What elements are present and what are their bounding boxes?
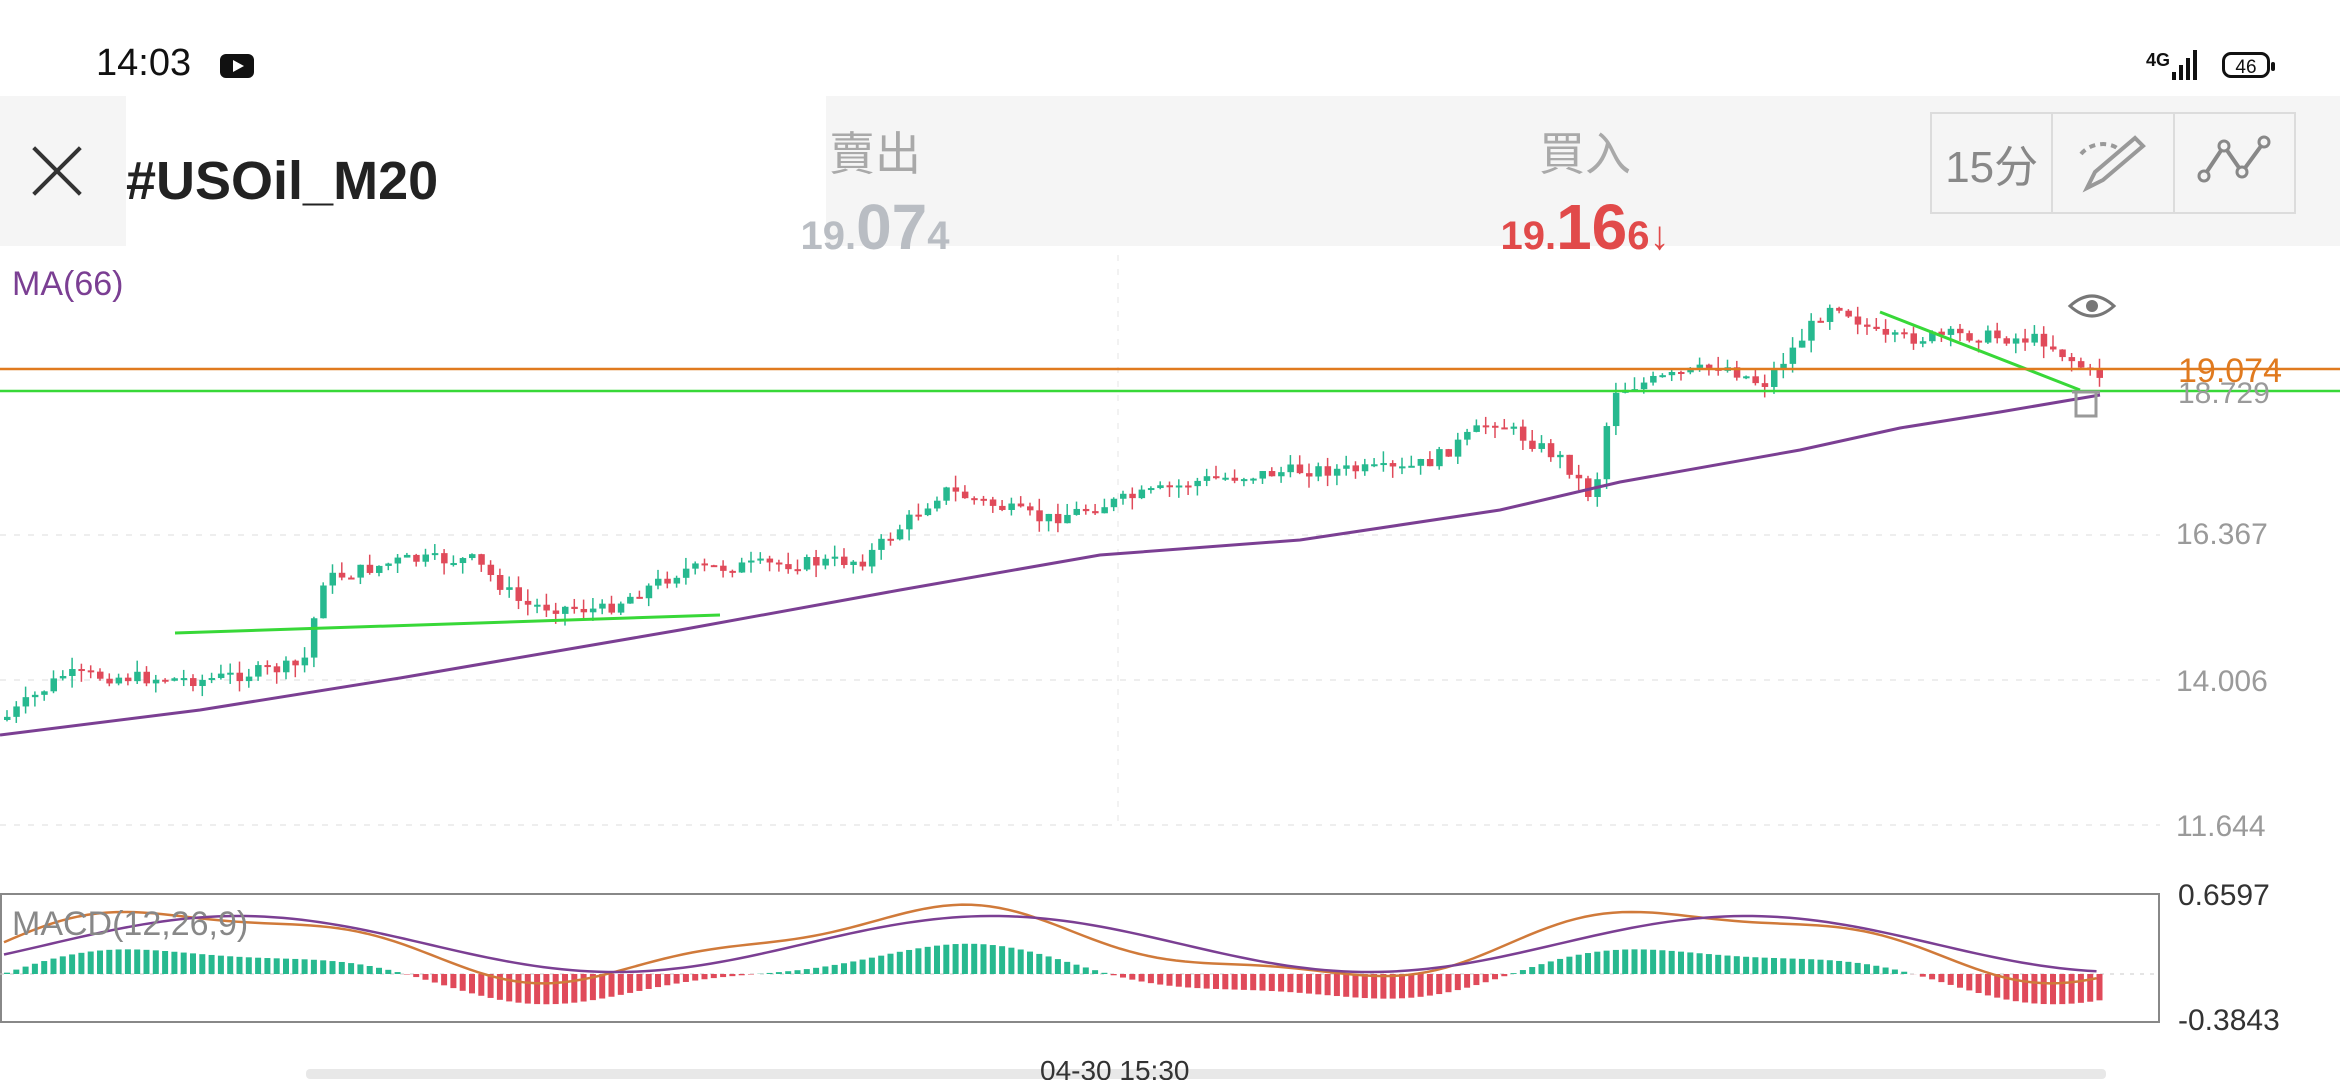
x-axis-time: 04-30 15:30 bbox=[1040, 1055, 1189, 1080]
signal-line bbox=[3, 914, 2097, 974]
timeframe-button[interactable]: 15分 bbox=[1932, 114, 2054, 212]
buy-quote[interactable]: 買入 19.166↓ bbox=[1470, 118, 1700, 264]
symbol-panel bbox=[126, 96, 826, 246]
macd-bottom-label: -0.3843 bbox=[2178, 1004, 2280, 1037]
macd-line bbox=[3, 903, 2097, 985]
price-chart[interactable]: MA(66) 19.074 18.729 16.367 14.006 11.64… bbox=[0, 246, 2340, 1080]
status-bar: 14:03 4G 46 bbox=[0, 0, 2340, 96]
indicator-icon[interactable] bbox=[2175, 114, 2294, 212]
macd-label: MACD(12,26,9) bbox=[12, 905, 248, 943]
macd-panel bbox=[0, 893, 2160, 1023]
chart-grid bbox=[0, 255, 2160, 826]
draw-icon[interactable] bbox=[2053, 114, 2175, 212]
ma-indicator-label: MA(66) bbox=[12, 265, 123, 303]
y-label-3: 11.644 bbox=[2176, 810, 2266, 843]
hline-label: 18.729 bbox=[2178, 377, 2270, 410]
candles bbox=[4, 304, 2103, 723]
trash-icon[interactable] bbox=[2072, 390, 2100, 418]
trendline-lower bbox=[174, 613, 721, 635]
macd-histogram bbox=[4, 943, 2103, 1005]
eye-icon[interactable] bbox=[2067, 294, 2117, 318]
y-label-1: 16.367 bbox=[2176, 518, 2268, 551]
sell-label: 賣出 bbox=[829, 128, 921, 180]
status-time: 14:03 bbox=[96, 42, 192, 84]
price-line-label: 19.074 bbox=[2178, 352, 2282, 390]
y-label-2: 14.006 bbox=[2176, 665, 2268, 698]
close-icon[interactable] bbox=[22, 136, 92, 206]
signal-icon bbox=[2172, 50, 2198, 80]
ma-line bbox=[0, 393, 2101, 737]
sell-price: 19.074 bbox=[800, 191, 950, 263]
macd-top-label: 0.6597 bbox=[2178, 879, 2270, 912]
network-type: 4G bbox=[2146, 50, 2171, 70]
buy-price: 19.166↓ bbox=[1500, 191, 1670, 263]
scrollbar[interactable] bbox=[306, 1069, 2106, 1079]
trendline-upper bbox=[1879, 310, 2081, 392]
symbol-title[interactable]: #USOil_M20 bbox=[126, 151, 439, 211]
sell-quote[interactable]: 賣出 19.074 bbox=[760, 118, 990, 264]
battery-icon: 46 bbox=[2222, 52, 2275, 78]
buy-label: 買入 bbox=[1539, 128, 1631, 180]
chart-tools: 15分 bbox=[1930, 112, 2296, 214]
youtube-icon bbox=[220, 54, 254, 78]
